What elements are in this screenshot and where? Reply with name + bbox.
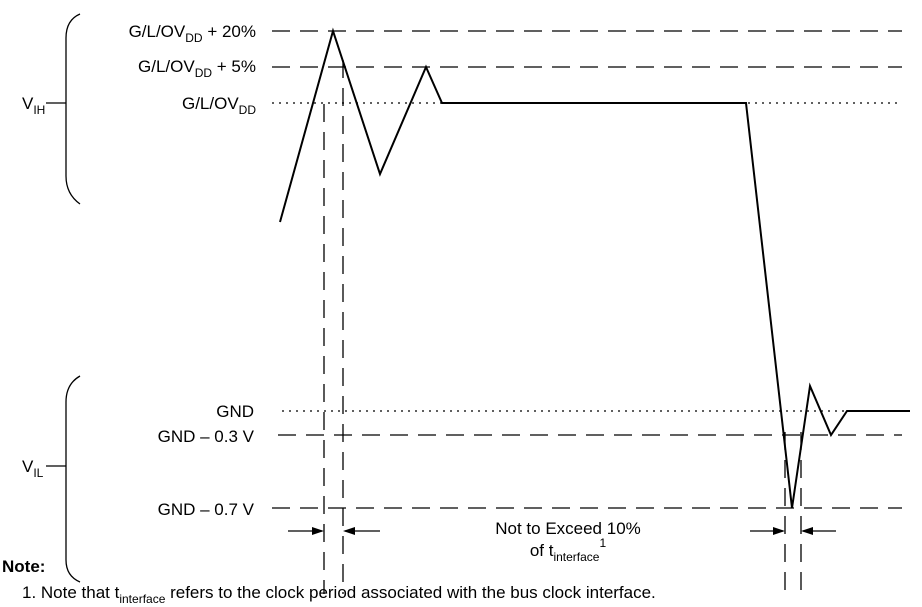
signal-waveform: [279, 27, 910, 509]
vih-label: VIH: [22, 94, 45, 117]
label-plus-20-percent: G/L/OVDD + 20%: [129, 22, 256, 45]
note-title: Note:: [2, 557, 45, 576]
undershoot-width-arrows: [750, 527, 836, 535]
vil-label: VIL: [22, 457, 44, 480]
annotation-line-1: Not to Exceed 10%: [495, 519, 641, 538]
vih-bracket: [65, 13, 81, 205]
label-plus-5-percent: G/L/OVDD + 5%: [138, 57, 256, 80]
vil-bracket: [65, 375, 81, 583]
label-gnd-minus-0-3v: GND – 0.3 V: [158, 427, 255, 446]
label-nominal: G/L/OVDD: [182, 94, 256, 117]
label-gnd-minus-0-7v: GND – 0.7 V: [158, 500, 255, 519]
annotation-line-2: of tinterface1: [530, 536, 607, 564]
note-text: 1. Note that tinterface refers to the cl…: [22, 583, 656, 606]
overshoot-width-arrows: [288, 527, 380, 535]
label-gnd: GND: [216, 402, 254, 421]
